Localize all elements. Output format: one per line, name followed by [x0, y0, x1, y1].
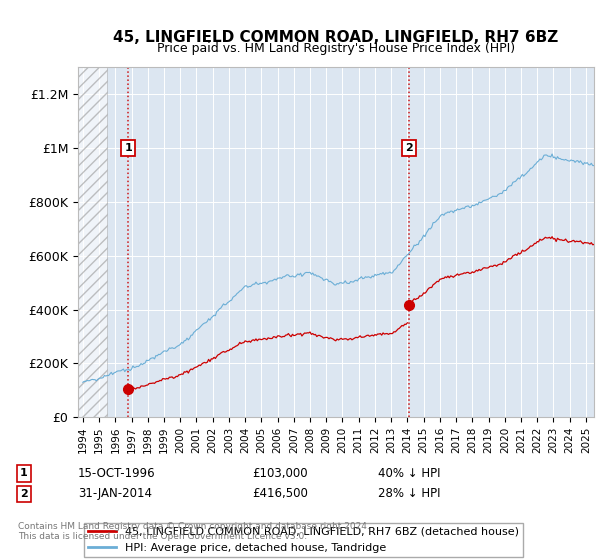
Bar: [78, 67, 107, 417]
Title: 45, LINGFIELD COMMON ROAD, LINGFIELD, RH7 6BZ: 45, LINGFIELD COMMON ROAD, LINGFIELD, RH…: [113, 30, 559, 45]
Text: 28% ↓ HPI: 28% ↓ HPI: [378, 487, 440, 501]
Text: £416,500: £416,500: [252, 487, 308, 501]
Text: £103,000: £103,000: [252, 466, 308, 480]
Text: Contains HM Land Registry data © Crown copyright and database right 2024.
This d: Contains HM Land Registry data © Crown c…: [18, 522, 370, 542]
Text: 1: 1: [124, 143, 132, 153]
Text: 2: 2: [20, 489, 28, 499]
Text: 2: 2: [405, 143, 413, 153]
Text: 40% ↓ HPI: 40% ↓ HPI: [378, 466, 440, 480]
Legend: 45, LINGFIELD COMMON ROAD, LINGFIELD, RH7 6BZ (detached house), HPI: Average pri: 45, LINGFIELD COMMON ROAD, LINGFIELD, RH…: [83, 522, 523, 557]
Text: 15-OCT-1996: 15-OCT-1996: [78, 466, 155, 480]
Text: 31-JAN-2014: 31-JAN-2014: [78, 487, 152, 501]
Text: 1: 1: [20, 468, 28, 478]
Text: Price paid vs. HM Land Registry's House Price Index (HPI): Price paid vs. HM Land Registry's House …: [157, 42, 515, 55]
